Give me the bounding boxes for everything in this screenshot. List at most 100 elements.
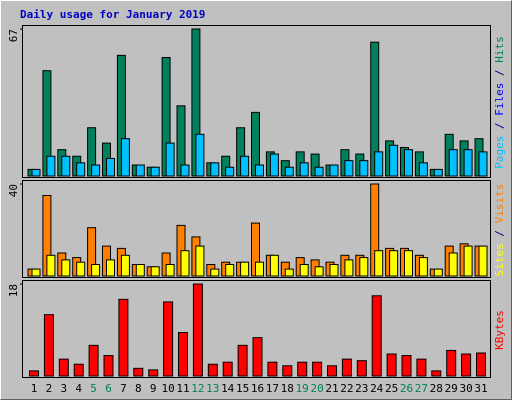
- axis-label: KBytes: [493, 310, 506, 350]
- bar: [297, 361, 308, 377]
- x-tick-label: 28: [430, 382, 443, 395]
- bar: [225, 166, 235, 177]
- bar: [356, 360, 367, 377]
- x-tick-label: 12: [191, 382, 204, 395]
- x-tick-label: 14: [221, 382, 235, 395]
- bar: [416, 358, 427, 377]
- bar: [150, 166, 160, 177]
- x-tick-label: 31: [474, 382, 487, 395]
- x-tick-label: 22: [340, 382, 353, 395]
- bar: [237, 344, 248, 377]
- bar: [269, 254, 279, 277]
- bar: [178, 332, 188, 377]
- bar: [374, 250, 384, 277]
- bar: [61, 155, 71, 177]
- bar: [255, 261, 264, 277]
- x-tick-label: 21: [325, 382, 338, 395]
- x-tick-label: 29: [445, 382, 458, 395]
- bar: [374, 151, 384, 177]
- axis-label-part: Hits: [493, 36, 506, 63]
- bar: [165, 142, 175, 177]
- x-tick-label: 19: [296, 382, 309, 395]
- bar: [222, 361, 233, 377]
- x-tick-label: 9: [150, 382, 157, 395]
- bar: [433, 268, 443, 277]
- bar: [133, 367, 144, 377]
- chart-title: Daily usage for January 2019: [20, 8, 205, 21]
- bar: [150, 266, 160, 277]
- bar: [418, 162, 428, 177]
- bar: [255, 164, 264, 177]
- x-tick-label: 18: [281, 382, 294, 395]
- bar: [284, 268, 294, 277]
- x-tick-label: 23: [355, 382, 368, 395]
- x-tick-label: 5: [90, 382, 97, 395]
- axis-label-part: /: [493, 63, 506, 83]
- bar: [135, 264, 145, 277]
- bar: [389, 144, 399, 177]
- bar: [463, 149, 473, 177]
- bar: [267, 361, 278, 377]
- bar: [118, 298, 129, 377]
- axis-label-part: KBytes: [493, 310, 506, 350]
- bar: [401, 355, 412, 377]
- x-tick-label: 26: [400, 382, 413, 395]
- y-tick-label: 18: [7, 284, 20, 297]
- x-tick-label: 11: [176, 382, 189, 395]
- bar: [433, 168, 443, 177]
- bar: [404, 250, 413, 277]
- axis-label-part: /: [493, 223, 506, 243]
- bar: [88, 344, 99, 377]
- y-tick-label: 67: [7, 29, 20, 42]
- axis-label-part: Sites: [493, 243, 506, 276]
- bar: [31, 168, 41, 177]
- axis-label-part: Visits: [493, 184, 506, 224]
- bar: [344, 259, 354, 277]
- bar: [163, 301, 174, 377]
- bar: [192, 283, 203, 377]
- axis-label-part: Pages: [493, 136, 506, 169]
- bar: [478, 151, 488, 177]
- y-tick-label: 40: [7, 184, 20, 197]
- x-tick-label: 30: [459, 382, 472, 395]
- bar: [61, 259, 71, 277]
- bar: [478, 245, 488, 277]
- bar: [418, 257, 428, 277]
- bar: [314, 266, 324, 277]
- x-tick-label: 13: [206, 382, 219, 395]
- bar: [386, 353, 397, 377]
- bar: [299, 162, 309, 177]
- bar: [120, 254, 130, 277]
- x-tick-label: 20: [310, 382, 323, 395]
- x-tick-label: 27: [415, 382, 428, 395]
- bar: [329, 264, 339, 277]
- bar: [329, 164, 339, 177]
- bar: [269, 153, 279, 177]
- bar: [207, 363, 218, 377]
- bar: [252, 337, 263, 377]
- bar: [299, 264, 309, 277]
- bar: [431, 370, 442, 377]
- bar: [359, 160, 369, 177]
- bar: [240, 261, 250, 277]
- bar: [314, 166, 324, 177]
- bar: [446, 349, 457, 377]
- bar: [240, 155, 250, 177]
- bar: [106, 259, 115, 277]
- bar: [359, 257, 369, 277]
- bar: [120, 138, 130, 177]
- x-tick-label: 2: [46, 382, 53, 395]
- bar: [371, 295, 382, 377]
- axis-label: Pages / Files / Hits: [493, 36, 506, 169]
- x-tick-label: 24: [370, 382, 384, 395]
- bar: [282, 365, 293, 377]
- bar: [195, 133, 205, 177]
- bar: [284, 166, 294, 177]
- bar: [91, 164, 101, 177]
- bar: [225, 264, 235, 277]
- bar: [29, 370, 39, 377]
- x-tick-label: 25: [385, 382, 398, 395]
- bar: [73, 363, 84, 377]
